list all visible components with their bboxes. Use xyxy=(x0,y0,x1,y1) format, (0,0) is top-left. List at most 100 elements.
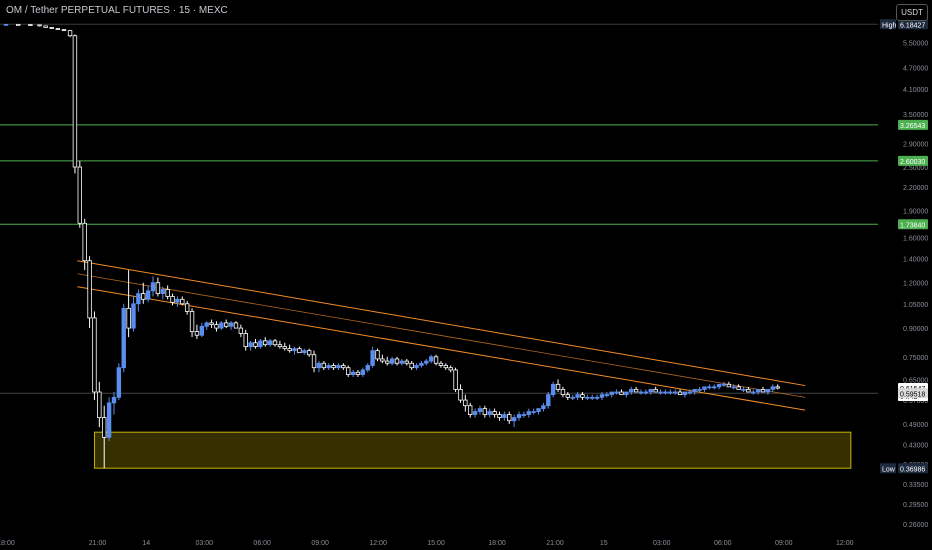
candle-body[interactable] xyxy=(136,293,141,305)
candle-body[interactable] xyxy=(526,411,531,415)
candle-body[interactable] xyxy=(141,293,146,300)
candle-body[interactable] xyxy=(111,396,117,404)
candle-body[interactable] xyxy=(121,307,126,369)
candle-body[interactable] xyxy=(92,317,97,393)
candle-body[interactable] xyxy=(302,350,307,354)
candle-body[interactable] xyxy=(438,362,444,366)
candle-body[interactable] xyxy=(492,411,497,415)
candle-body[interactable] xyxy=(746,388,751,393)
candle-body[interactable] xyxy=(638,391,644,394)
candle-body[interactable] xyxy=(399,360,405,364)
candle-body[interactable] xyxy=(633,388,639,393)
candle-body[interactable] xyxy=(648,388,653,393)
candle-body[interactable] xyxy=(184,303,190,312)
candle-body[interactable] xyxy=(458,388,463,401)
candle-body[interactable] xyxy=(194,331,200,336)
candle-body[interactable] xyxy=(751,391,756,394)
candle-body[interactable] xyxy=(287,348,292,352)
candle-body[interactable] xyxy=(311,354,317,369)
candle-body[interactable] xyxy=(516,414,522,419)
candle-body[interactable] xyxy=(599,394,605,398)
candle-body[interactable] xyxy=(594,396,600,399)
candle-body[interactable] xyxy=(419,362,424,366)
candle-body[interactable] xyxy=(585,396,590,399)
candle-body[interactable] xyxy=(702,386,707,390)
candle-body[interactable] xyxy=(726,383,732,388)
candle-body[interactable] xyxy=(277,344,283,348)
candle-body[interactable] xyxy=(155,282,161,295)
candle-body[interactable] xyxy=(531,411,536,413)
candle-body[interactable] xyxy=(609,391,614,396)
candle-body[interactable] xyxy=(199,325,205,336)
candle-body[interactable] xyxy=(233,322,239,329)
candle-body[interactable] xyxy=(355,371,361,375)
candle-body[interactable] xyxy=(15,23,21,26)
candle-body[interactable] xyxy=(350,371,356,375)
candle-body[interactable] xyxy=(682,391,688,396)
candle-body[interactable] xyxy=(365,365,370,371)
candle-body[interactable] xyxy=(760,388,766,393)
candle-body[interactable] xyxy=(263,340,268,346)
candle-body[interactable] xyxy=(433,356,439,364)
candle-body[interactable] xyxy=(570,396,575,399)
candle-body[interactable] xyxy=(28,24,33,27)
candle-body[interactable] xyxy=(97,391,102,419)
candle-body[interactable] xyxy=(541,405,546,410)
candle-body[interactable] xyxy=(624,391,629,396)
candle-body[interactable] xyxy=(487,411,492,415)
channel-line[interactable] xyxy=(77,260,806,387)
candle-body[interactable] xyxy=(477,408,483,412)
candle-body[interactable] xyxy=(619,391,624,396)
candle-body[interactable] xyxy=(712,386,717,389)
candle-body[interactable] xyxy=(497,414,502,419)
candle-body[interactable] xyxy=(258,340,263,348)
candle-body[interactable] xyxy=(424,360,429,364)
candle-body[interactable] xyxy=(87,260,92,319)
candle-body[interactable] xyxy=(716,383,722,388)
candle-body[interactable] xyxy=(731,386,736,389)
candle-body[interactable] xyxy=(409,362,414,369)
candle-body[interactable] xyxy=(106,402,112,438)
candle-body[interactable] xyxy=(253,342,258,348)
candle-body[interactable] xyxy=(580,394,585,398)
candle-body[interactable] xyxy=(755,388,761,393)
candle-body[interactable] xyxy=(643,391,649,394)
candle-body[interactable] xyxy=(385,360,390,364)
channel-midline[interactable] xyxy=(77,273,806,398)
candle-body[interactable] xyxy=(560,388,566,396)
candle-body[interactable] xyxy=(116,367,122,398)
candle-body[interactable] xyxy=(482,408,488,415)
candle-body[interactable] xyxy=(72,35,78,168)
candle-body[interactable] xyxy=(306,350,312,356)
candle-body[interactable] xyxy=(243,333,248,348)
candle-body[interactable] xyxy=(555,383,561,390)
candle-body[interactable] xyxy=(292,348,297,352)
candle-body[interactable] xyxy=(3,23,9,26)
currency-button[interactable]: USDT xyxy=(896,4,928,21)
candle-body[interactable] xyxy=(677,391,683,396)
candle-body[interactable] xyxy=(77,166,83,224)
candle-body[interactable] xyxy=(219,322,224,329)
candle-body[interactable] xyxy=(697,388,702,391)
candle-body[interactable] xyxy=(565,394,571,398)
candle-body[interactable] xyxy=(687,391,693,394)
candle-body[interactable] xyxy=(404,360,409,364)
candle-body[interactable] xyxy=(550,383,556,396)
candle-body[interactable] xyxy=(282,346,287,350)
candle-body[interactable] xyxy=(672,391,678,394)
candle-body[interactable] xyxy=(331,365,336,369)
candle-body[interactable] xyxy=(341,365,346,369)
candle-body[interactable] xyxy=(604,394,610,397)
candle-body[interactable] xyxy=(443,365,449,369)
candle-body[interactable] xyxy=(463,399,468,407)
candle-body[interactable] xyxy=(61,29,67,32)
candle-body[interactable] xyxy=(575,394,580,398)
candle-body[interactable] xyxy=(453,369,458,390)
candle-body[interactable] xyxy=(316,362,322,369)
candle-body[interactable] xyxy=(102,417,107,438)
candle-body[interactable] xyxy=(394,358,400,364)
candle-body[interactable] xyxy=(238,327,244,334)
candle-body[interactable] xyxy=(507,414,512,422)
candle-body[interactable] xyxy=(721,383,727,386)
